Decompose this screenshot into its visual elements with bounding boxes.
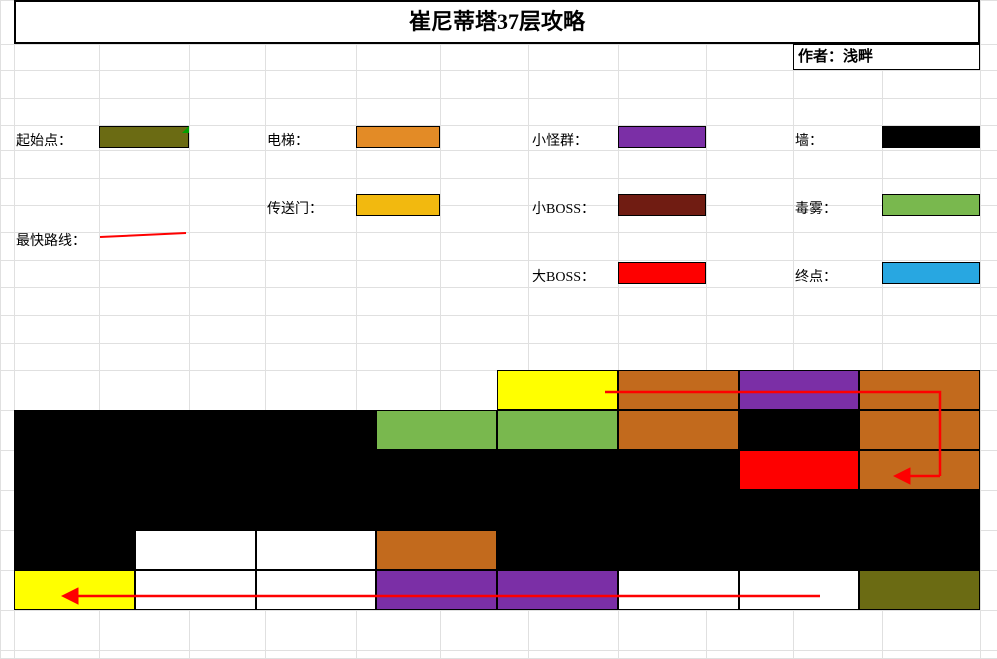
map-cell [376,450,497,490]
legend-label-elevator: 电梯： [267,130,309,150]
legend-swatch-start [99,126,189,148]
map-cell [376,410,497,450]
legend-label-start: 起始点： [16,130,72,150]
legend-swatch-mobs [618,126,706,148]
map-cell [256,450,377,490]
map-cell [497,410,618,450]
map-cell [135,490,256,530]
legend-swatch-wall [882,126,980,148]
legend-label-mobs: 小怪群： [532,130,588,150]
legend-label-poison: 毒雾： [795,198,837,218]
map-cell [618,530,739,570]
legend-swatch-poison [882,194,980,216]
legend-swatch-elevator [356,126,440,148]
legend-label-route: 最快路线： [16,230,86,250]
map-cell [739,570,860,610]
map-cell [376,570,497,610]
legend-swatch-end [882,262,980,284]
map-cell [618,570,739,610]
map-cell [256,530,377,570]
legend-label-portal: 传送门： [267,198,323,218]
map-cell [618,450,739,490]
map-cell [14,450,135,490]
legend-swatch-miniboss [618,194,706,216]
map-cell [859,370,980,410]
map-cell [135,570,256,610]
map-cell [859,490,980,530]
map-cell [497,370,618,410]
legend-label-end: 终点： [795,266,837,286]
cell-marker-icon [182,126,189,133]
legend-swatch-portal [356,194,440,216]
legend-label-bigboss: 大BOSS： [532,266,595,286]
map-cell [135,530,256,570]
map-cell [739,490,860,530]
map-cell [739,530,860,570]
page-title: 崔尼蒂塔37层攻略 [14,0,980,44]
map-cell [14,490,135,530]
legend-label-miniboss: 小BOSS： [532,198,595,218]
map-cell [135,450,256,490]
map-cell [497,570,618,610]
map-cell [497,490,618,530]
map-cell [859,530,980,570]
map-cell [618,370,739,410]
legend-label-wall: 墙： [795,130,823,150]
map-cell [618,490,739,530]
map-cell [859,570,980,610]
map-cell [739,370,860,410]
map-cell [256,410,377,450]
map-cell [135,410,256,450]
author-label: 作者：浅畔 [793,44,980,70]
map-cell [256,570,377,610]
map-cell [256,490,377,530]
map-cell [376,530,497,570]
map-cell [859,450,980,490]
map-cell [14,410,135,450]
map-cell [497,530,618,570]
map-cell [14,570,135,610]
map-cell [497,450,618,490]
map-cell [618,410,739,450]
map-cell [859,410,980,450]
legend-swatch-bigboss [618,262,706,284]
map-cell [739,450,860,490]
map-cell [739,410,860,450]
map-cell [376,490,497,530]
map-cell [14,530,135,570]
